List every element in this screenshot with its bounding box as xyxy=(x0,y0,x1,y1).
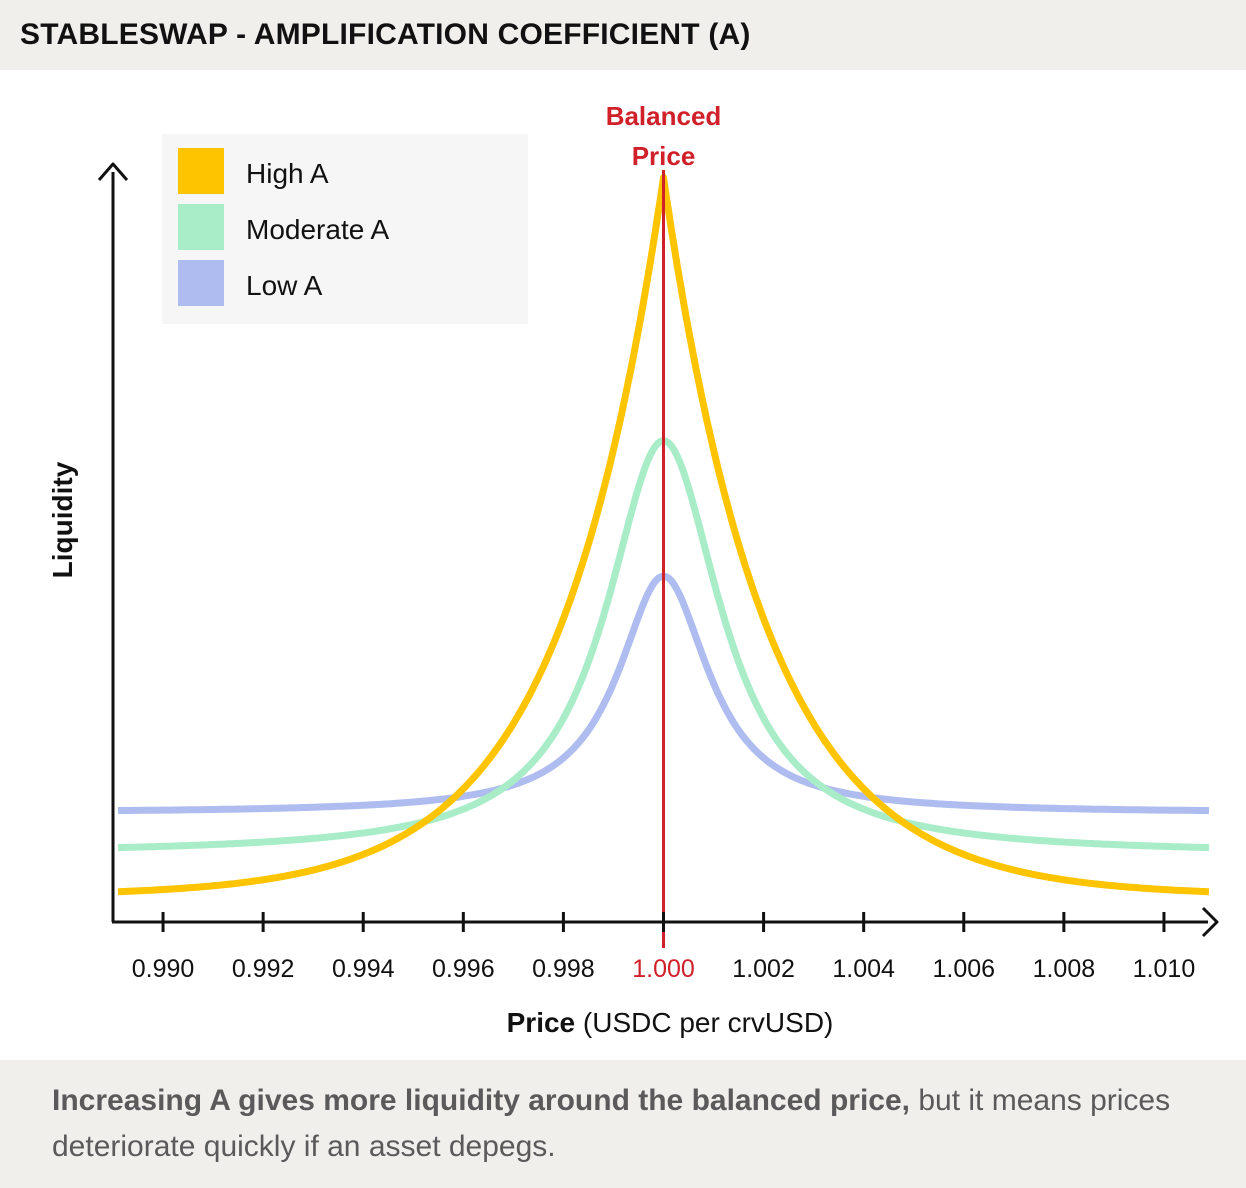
x-tick-label-highlight: 1.000 xyxy=(632,955,695,983)
legend-swatch-low-a xyxy=(178,260,224,306)
x-axis-label: Price (USDC per crvUSD) xyxy=(507,1007,834,1038)
legend-swatch-moderate-a xyxy=(178,204,224,250)
x-tick-label: 0.990 xyxy=(132,955,195,983)
x-axis-arrow-icon xyxy=(1201,906,1219,938)
x-ticks: 0.990 0.992 0.994 0.996 0.998 1.000 1.002 1.004… xyxy=(132,912,1195,983)
x-tick-label: 0.994 xyxy=(332,955,395,983)
footer-caption: Increasing A gives more liquidity around… xyxy=(52,1078,1202,1170)
x-axis-label-bold: Price xyxy=(507,1007,576,1038)
chart-area: Balanced Price 0.990 0.992 0.994 0.996 0.998… xyxy=(0,70,1246,1060)
y-axis-label: Liquidity xyxy=(47,461,78,578)
legend-label-moderate-a: Moderate A xyxy=(246,214,390,245)
footer-caption-bold: Increasing A gives more liquidity around… xyxy=(52,1084,910,1117)
x-axis xyxy=(112,906,1219,938)
legend-swatch-high-a xyxy=(178,148,224,194)
balanced-price-label-line1: Balanced xyxy=(606,101,722,131)
header-bar: STABLESWAP - AMPLIFICATION COEFFICIENT (… xyxy=(0,0,1246,70)
balanced-price-label-line2: Price xyxy=(632,141,696,171)
legend-label-low-a: Low A xyxy=(246,270,323,301)
y-axis-arrow-icon xyxy=(97,162,129,181)
x-tick-label: 0.992 xyxy=(232,955,295,983)
x-tick-label: 1.006 xyxy=(932,955,995,983)
x-tick-label: 1.008 xyxy=(1033,955,1096,983)
x-tick-label: 1.004 xyxy=(832,955,895,983)
footer-caption-rest: but it means prices deteriorate quickly … xyxy=(52,1084,1171,1163)
footer-bar: Increasing A gives more liquidity around… xyxy=(0,1060,1246,1188)
x-tick-label: 1.010 xyxy=(1133,955,1196,983)
x-tick-label: 1.002 xyxy=(732,955,795,983)
x-axis-label-rest: (USDC per crvUSD) xyxy=(575,1007,833,1038)
liquidity-chart: Balanced Price 0.990 0.992 0.994 0.996 0.998… xyxy=(47,101,1219,1038)
x-tick-label: 0.998 xyxy=(532,955,595,983)
y-axis xyxy=(97,162,129,922)
page-title: STABLESWAP - AMPLIFICATION COEFFICIENT (… xyxy=(20,18,751,51)
legend: High A Moderate A Low A xyxy=(162,134,528,324)
legend-label-high-a: High A xyxy=(246,158,329,189)
x-tick-label: 0.996 xyxy=(432,955,495,983)
